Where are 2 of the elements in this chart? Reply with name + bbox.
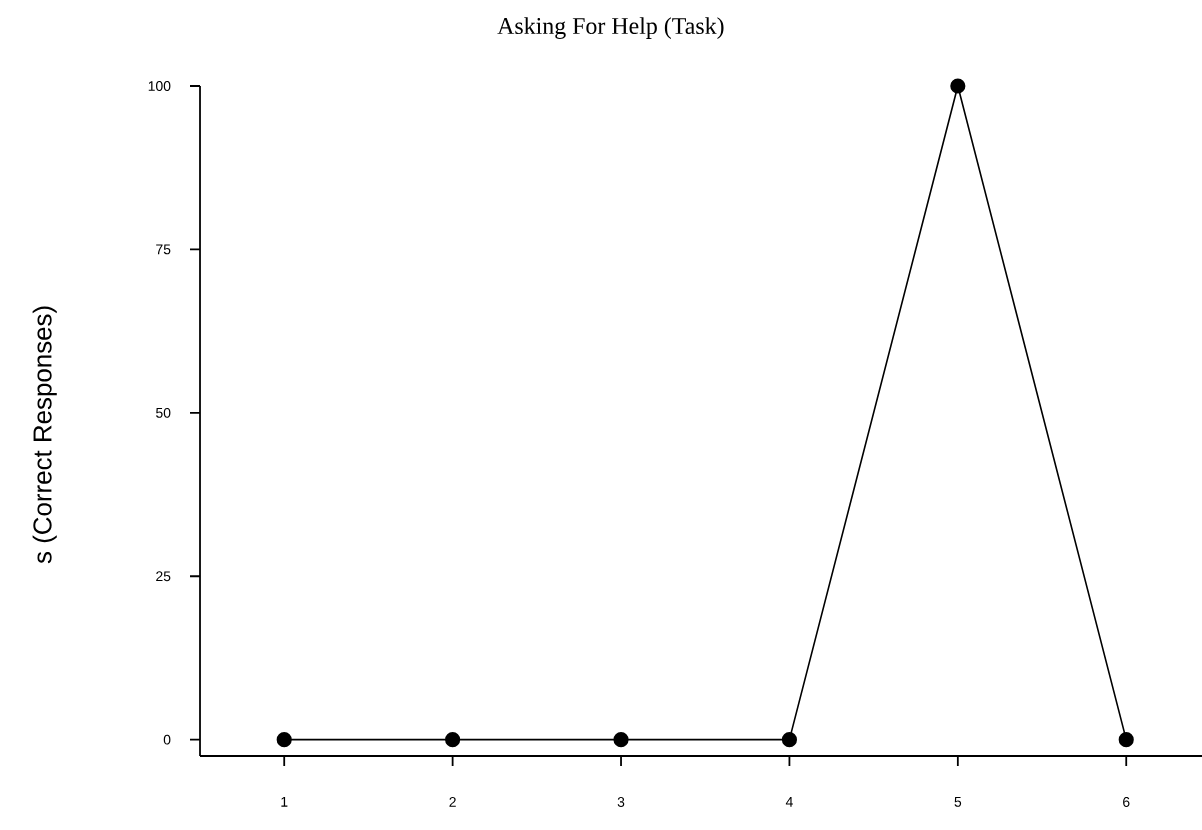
y-axis-title: s (Correct Responses): [32, 306, 57, 564]
chart-title: Asking For Help (Task): [497, 17, 724, 39]
